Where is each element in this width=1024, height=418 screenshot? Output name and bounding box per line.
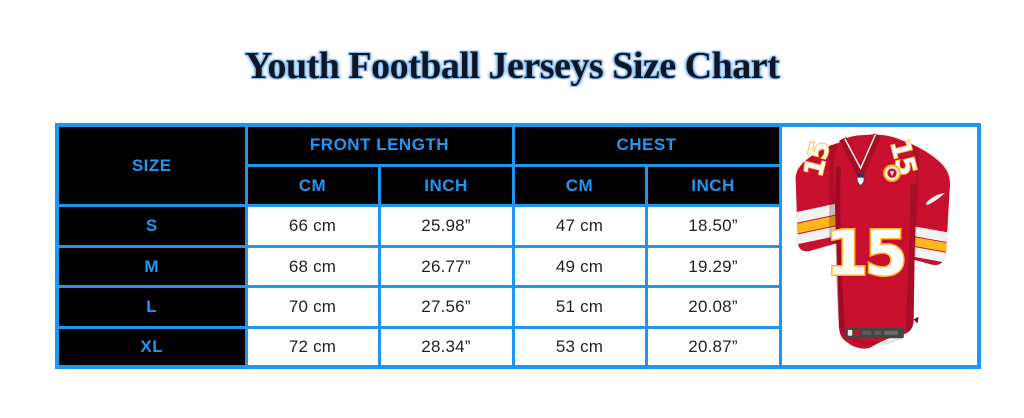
left-sleeve-gold-stripe <box>795 214 839 236</box>
chest-inch-value: 20.08” <box>644 285 782 329</box>
nike-swoosh-icon <box>925 192 945 205</box>
size-label: XL <box>55 325 248 369</box>
size-label: M <box>55 244 248 289</box>
jersey-torso <box>833 134 919 349</box>
chest-cm-value: 47 cm <box>511 204 648 248</box>
left-sleeve-white-stripe-2 <box>795 225 839 246</box>
right-sleeve-white-stripe-2 <box>907 245 950 264</box>
front-length-inch-value: 25.98” <box>377 204 515 248</box>
chest-inch-value: 20.87” <box>644 325 782 369</box>
chest-cm-value: 53 cm <box>511 325 648 369</box>
front-length-inch-value: 26.77” <box>377 244 515 289</box>
chest-group-header: CHEST <box>511 123 782 167</box>
right-sleeve-gold-stripe <box>907 236 950 253</box>
size-label: S <box>55 204 248 248</box>
table-row: XL 72 cm 28.34” 53 cm 20.87” <box>55 325 979 369</box>
chest-inch-value: 18.50” <box>644 204 782 248</box>
left-sleeve-white-stripe <box>795 202 839 225</box>
front-length-cm-value: 68 cm <box>244 244 381 289</box>
chest-cm-value: 49 cm <box>511 244 648 289</box>
page-title: Youth Football Jerseys Size Chart <box>244 45 780 87</box>
right-sleeve-white-stripe <box>907 225 950 243</box>
front-length-cm-value: 66 cm <box>244 204 381 248</box>
chiefs-patch-icon <box>882 164 901 183</box>
nfl-shield-icon <box>856 173 864 186</box>
front-length-inch-value: 27.56” <box>377 285 515 329</box>
chest-cm-value: 51 cm <box>511 285 648 329</box>
left-shoulder-number: 15 <box>798 138 837 179</box>
chest-number: 15 <box>825 217 903 289</box>
size-chart-table: SIZE FRONT LENGTH CHEST <box>55 123 981 369</box>
size-column-header: SIZE <box>55 123 248 208</box>
jersey-left-sleeve <box>795 142 839 252</box>
table-row: L 70 cm 27.56” 51 cm 20.08” <box>55 285 979 329</box>
side-vent-notch <box>913 316 919 324</box>
jock-tag <box>844 327 904 339</box>
front-length-group-header: FRONT LENGTH <box>244 123 515 167</box>
front-length-inch-value: 28.34” <box>377 325 515 369</box>
size-label: L <box>55 285 248 329</box>
chest-inch-value: 19.29” <box>644 244 782 289</box>
chest-cm-header: CM <box>511 163 648 208</box>
jersey-illustration: 15 15 15 <box>795 133 950 349</box>
front-length-inch-header: INCH <box>377 163 515 208</box>
table-row: M 68 cm 26.77” 49 cm 19.29” <box>55 244 979 289</box>
table-row: S 66 cm 25.98” 47 cm 18.50” <box>55 204 979 248</box>
front-length-cm-value: 72 cm <box>244 325 381 369</box>
front-length-cm-header: CM <box>244 163 381 208</box>
front-length-cm-value: 70 cm <box>244 285 381 329</box>
jersey-product-image: 15 15 15 <box>778 123 981 369</box>
chest-inch-header: INCH <box>644 163 782 208</box>
